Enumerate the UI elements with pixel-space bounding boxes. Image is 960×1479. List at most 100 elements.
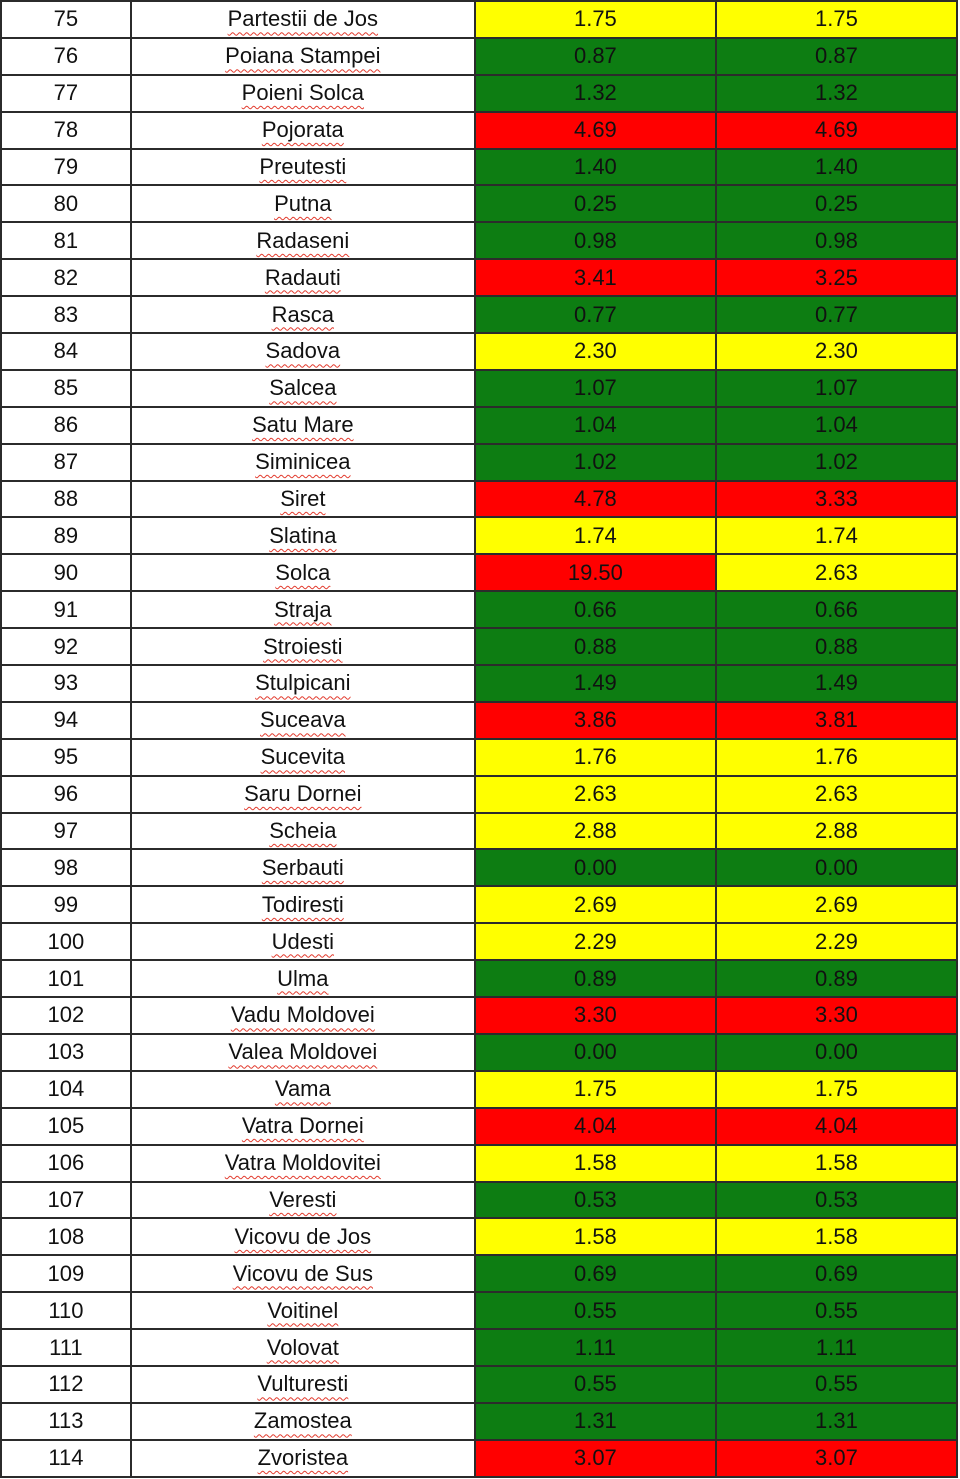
locality-name-cell: Solca	[129, 553, 476, 593]
rate-value-cell-2: 1.49	[714, 664, 959, 703]
table-row: 107 Veresti 0.53 0.53	[0, 1180, 959, 1220]
rate-value-cell-1: 3.41	[473, 258, 717, 298]
locality-name-cell: Satu Mare	[129, 405, 476, 445]
locality-name-cell: Ulma	[129, 959, 476, 999]
locality-name: Stroiesti	[263, 633, 343, 659]
rate-value-cell-2: 0.88	[714, 627, 959, 667]
rate-value-cell-1: 2.29	[473, 922, 717, 962]
locality-name-cell: Salcea	[129, 368, 476, 408]
locality-name: Vatra Dornei	[241, 1113, 364, 1139]
locality-name-cell: Straja	[129, 590, 476, 630]
locality-name-cell: Radaseni	[129, 221, 476, 261]
rate-value-cell-2: 0.98	[714, 221, 959, 261]
row-number-cell: 97	[0, 811, 132, 851]
rate-value-cell-1: 19.50	[473, 553, 717, 593]
locality-name-cell: Vulturesti	[129, 1364, 476, 1404]
table-row: 86 Satu Mare 1.04 1.04	[0, 405, 959, 445]
rate-value-cell-2: 0.77	[714, 295, 959, 335]
table-row: 91 Straja 0.66 0.66	[0, 590, 959, 630]
rate-value-cell-1: 1.02	[473, 442, 717, 482]
locality-name-cell: Voitinel	[129, 1291, 476, 1331]
locality-name-cell: Siminicea	[129, 442, 476, 482]
locality-name: Zvoristea	[257, 1445, 349, 1471]
locality-name-cell: Zamostea	[129, 1401, 476, 1441]
locality-name-cell: Vicovu de Sus	[129, 1254, 476, 1294]
rate-value-cell-2: 1.04	[714, 405, 959, 445]
rate-value-cell-1: 1.75	[473, 1069, 717, 1109]
table-row: 105 Vatra Dornei 4.04 4.04	[0, 1106, 959, 1146]
locality-name: Suceava	[260, 707, 346, 733]
rate-value-cell-1: 0.77	[473, 295, 717, 335]
locality-name: Sucevita	[260, 744, 346, 770]
locality-name-cell: Putna	[129, 184, 476, 224]
locality-name-cell: Rasca	[129, 295, 476, 335]
row-number-cell: 76	[0, 36, 132, 76]
locality-name: Slatina	[269, 522, 337, 548]
table-row: 102 Vadu Moldovei 3.30 3.30	[0, 996, 959, 1035]
rate-value-cell-1: 3.07	[473, 1438, 717, 1478]
rate-value-cell-2: 1.75	[714, 0, 959, 39]
locality-name: Salcea	[269, 375, 337, 401]
table-row: 110 Voitinel 0.55 0.55	[0, 1291, 959, 1331]
rate-value-cell-2: 1.40	[714, 147, 959, 187]
locality-name: Pojorata	[261, 117, 344, 143]
table-row: 93 Stulpicani 1.49 1.49	[0, 664, 959, 703]
table-row: 82 Radauti 3.41 3.25	[0, 258, 959, 298]
locality-name: Voitinel	[267, 1297, 339, 1323]
locality-name-cell: Valea Moldovei	[129, 1032, 476, 1072]
locality-name: Vicovu de Sus	[232, 1260, 373, 1286]
locality-name-cell: Vicovu de Jos	[129, 1217, 476, 1257]
rate-value-cell-1: 0.89	[473, 959, 717, 999]
table-row: 113 Zamostea 1.31 1.31	[0, 1401, 959, 1441]
locality-name-cell: Preutesti	[129, 147, 476, 187]
row-number-cell: 92	[0, 627, 132, 667]
rate-value-cell-1: 2.30	[473, 332, 717, 371]
locality-name: Udesti	[271, 928, 334, 954]
rate-value-cell-1: 1.32	[473, 73, 717, 113]
locality-name-cell: Zvoristea	[129, 1438, 476, 1478]
rate-value-cell-1: 0.88	[473, 627, 717, 667]
rate-value-cell-2: 3.07	[714, 1438, 959, 1478]
rate-value-cell-1: 3.86	[473, 700, 717, 740]
table-row: 96 Saru Dornei 2.63 2.63	[0, 774, 959, 814]
locality-name-cell: Todiresti	[129, 885, 476, 925]
locality-name: Stulpicani	[255, 670, 351, 696]
row-number-cell: 95	[0, 737, 132, 777]
locality-name-cell: Radauti	[129, 258, 476, 298]
row-number-cell: 106	[0, 1143, 132, 1183]
table-row: 92 Stroiesti 0.88 0.88	[0, 627, 959, 667]
rate-value-cell-2: 2.30	[714, 332, 959, 371]
row-number-cell: 103	[0, 1032, 132, 1072]
row-number-cell: 93	[0, 664, 132, 703]
locality-name: Vama	[274, 1076, 331, 1102]
locality-name: Scheia	[269, 818, 337, 844]
rate-value-cell-1: 1.07	[473, 368, 717, 408]
rate-value-cell-2: 1.58	[714, 1143, 959, 1183]
table-row: 109 Vicovu de Sus 0.69 0.69	[0, 1254, 959, 1294]
table-row: 104 Vama 1.75 1.75	[0, 1069, 959, 1109]
table-row: 76 Poiana Stampei 0.87 0.87	[0, 36, 959, 76]
locality-name: Vatra Moldovitei	[224, 1150, 381, 1176]
row-number-cell: 86	[0, 405, 132, 445]
locality-name: Veresti	[269, 1186, 337, 1212]
locality-name: Satu Mare	[252, 412, 354, 438]
row-number-cell: 83	[0, 295, 132, 335]
locality-name: Valea Moldovei	[228, 1039, 378, 1065]
locality-name: Sadova	[265, 338, 341, 364]
rate-value-cell-2: 1.32	[714, 73, 959, 113]
locality-name: Zamostea	[253, 1408, 352, 1434]
locality-name-cell: Scheia	[129, 811, 476, 851]
rate-value-cell-1: 4.78	[473, 479, 717, 519]
table-row: 90 Solca 19.50 2.63	[0, 553, 959, 593]
table-row: 101 Ulma 0.89 0.89	[0, 959, 959, 999]
table-row: 88 Siret 4.78 3.33	[0, 479, 959, 519]
locality-name-cell: Vadu Moldovei	[129, 996, 476, 1035]
table-row: 114 Zvoristea 3.07 3.07	[0, 1438, 959, 1478]
table-row: 112 Vulturesti 0.55 0.55	[0, 1364, 959, 1404]
row-number-cell: 96	[0, 774, 132, 814]
row-number-cell: 114	[0, 1438, 132, 1478]
rate-value-cell-2: 1.76	[714, 737, 959, 777]
rate-value-cell-2: 0.89	[714, 959, 959, 999]
locality-name: Siminicea	[255, 449, 351, 475]
